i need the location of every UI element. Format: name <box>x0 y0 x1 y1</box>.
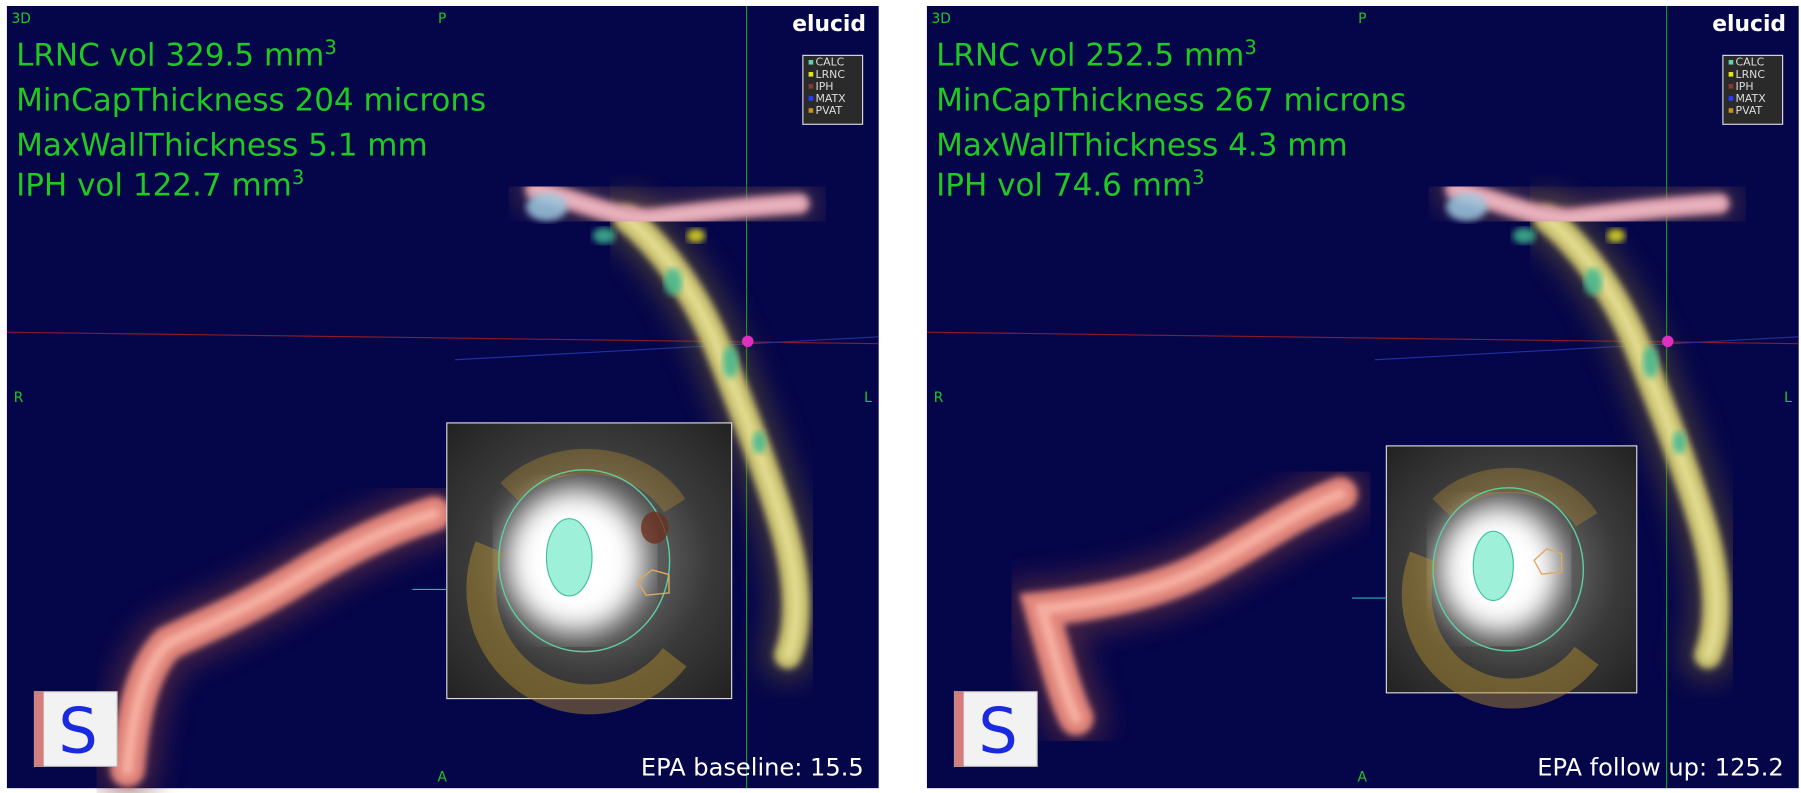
metric-line: LRNC vol 252.5 mm3 <box>936 36 1257 73</box>
iph-region <box>640 511 669 544</box>
orientation-label: P <box>438 11 446 27</box>
plaque-component <box>722 345 739 379</box>
wall-contour <box>1432 487 1585 652</box>
caption: EPA baseline: 15.5 <box>641 754 864 782</box>
metric-superscript: 3 <box>292 166 304 189</box>
legend-label: CALC <box>1736 56 1765 69</box>
metric-text: LRNC vol 252.5 mm <box>936 38 1244 74</box>
metric-text: MinCapThickness 204 microns <box>16 82 486 118</box>
lrnc-contour <box>1533 548 1563 575</box>
metric-superscript: 3 <box>324 36 336 59</box>
vessel-highlight <box>1451 186 1723 222</box>
legend-label: PVAT <box>1736 104 1763 117</box>
view-label: 3D <box>932 11 951 27</box>
legend-swatch <box>808 72 814 77</box>
lrnc-contour <box>636 569 670 596</box>
caption: EPA follow up: 125.2 <box>1537 754 1784 782</box>
legend-label: LRNC <box>1736 68 1766 81</box>
lumen <box>545 518 593 597</box>
plaque-component <box>592 227 616 244</box>
wall-contour <box>498 469 671 653</box>
orientation-label: L <box>864 390 872 406</box>
metric-text: MinCapThickness 267 microns <box>936 82 1406 118</box>
marker-point <box>741 335 754 348</box>
metric-text: LRNC vol 329.5 mm <box>16 38 324 74</box>
crosshair-diagonal <box>454 336 879 361</box>
orientation-cube-label: S <box>978 695 1017 768</box>
legend-swatch <box>808 108 814 113</box>
marker-point <box>1662 335 1674 348</box>
legend-label: IPH <box>816 80 834 93</box>
lumen <box>1472 530 1514 602</box>
plaque-component <box>1606 228 1626 243</box>
plaque-component <box>1512 227 1536 244</box>
orientation-label: L <box>1784 390 1792 406</box>
metric-line: MaxWallThickness 4.3 mm <box>936 127 1348 163</box>
orientation-label: R <box>14 390 24 406</box>
view-label: 3D <box>11 11 30 27</box>
orientation-label: A <box>437 769 447 785</box>
legend-swatch <box>808 84 814 89</box>
legend-swatch <box>808 59 814 65</box>
pvat-band <box>500 448 686 513</box>
crosshair-diagonal <box>1374 336 1799 361</box>
orientation-cube <box>953 691 1038 767</box>
plaque-component <box>663 267 683 296</box>
plaque-component <box>1672 430 1687 454</box>
metric-text: MaxWallThickness 5.1 mm <box>16 127 428 163</box>
orientation-cube-side <box>34 691 44 767</box>
metric-line: MaxWallThickness 5.1 mm <box>16 127 428 163</box>
pvat-band <box>466 541 687 715</box>
plaque-component <box>1446 193 1488 221</box>
logo: elucid <box>792 12 866 37</box>
orientation-cube-side <box>954 691 964 767</box>
metric-line: MinCapThickness 267 microns <box>936 82 1406 118</box>
plaque-component <box>752 430 767 454</box>
vessel-highlight <box>1034 488 1347 724</box>
metric-superscript: 3 <box>1244 36 1256 59</box>
legend-label: LRNC <box>816 68 846 81</box>
orientation-label: R <box>934 390 944 406</box>
orientation-cube <box>33 691 118 767</box>
metric-text: IPH vol 122.7 mm <box>16 167 292 203</box>
legend-swatch <box>1728 108 1734 113</box>
orientation-cube-label: S <box>58 695 97 768</box>
legend-label: CALC <box>816 56 845 69</box>
metric-line: LRNC vol 329.5 mm3 <box>16 36 337 73</box>
plaque-component <box>1642 345 1659 379</box>
plaque-component <box>1583 267 1603 296</box>
vessel-highlight <box>531 186 803 222</box>
legend-label: PVAT <box>816 104 843 117</box>
metric-text: IPH vol 74.6 mm <box>936 167 1192 203</box>
vessel-highlight <box>121 507 440 776</box>
pvat-band <box>1401 551 1599 709</box>
legend-label: MATX <box>816 92 847 105</box>
legend-swatch <box>808 96 814 101</box>
metric-line: IPH vol 122.7 mm3 <box>16 166 304 203</box>
legend-swatch <box>1728 96 1734 101</box>
legend-swatch <box>1728 72 1734 77</box>
metric-line: MinCapThickness 204 microns <box>16 82 486 118</box>
logo: elucid <box>1712 12 1786 37</box>
metric-line: IPH vol 74.6 mm3 <box>936 166 1204 203</box>
plaque-component <box>686 228 706 243</box>
legend-swatch <box>1728 59 1734 65</box>
orientation-label: P <box>1358 11 1366 27</box>
orientation-label: A <box>1358 769 1368 785</box>
legend-swatch <box>1728 84 1734 89</box>
pvat-band <box>1432 467 1598 528</box>
metric-text: MaxWallThickness 4.3 mm <box>936 127 1348 163</box>
metric-superscript: 3 <box>1192 166 1204 189</box>
plaque-component <box>526 193 568 221</box>
legend-label: MATX <box>1736 92 1767 105</box>
legend-label: IPH <box>1736 80 1754 93</box>
